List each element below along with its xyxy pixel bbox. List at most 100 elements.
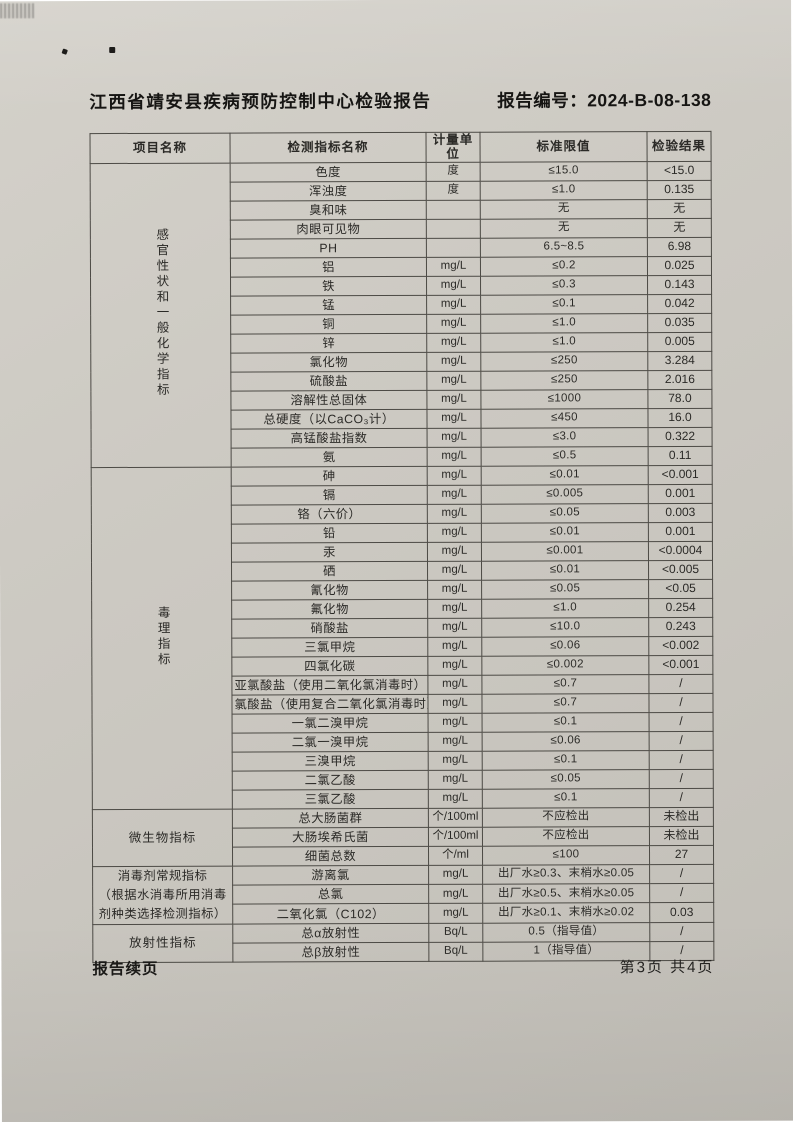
- result-cell: 未检出: [649, 807, 714, 827]
- table-row: 微生物指标 总大肠菌群 个/100ml 不应检出 未检出: [92, 807, 714, 867]
- indicator-cell: 臭和味: [230, 200, 427, 220]
- footer-continuation-note: 报告续页: [92, 960, 159, 979]
- limit-cell: ≤0.002: [481, 655, 649, 675]
- indicator-cell: 高锰酸盐指数: [231, 428, 428, 448]
- indicator-cell: 总硬度（以CaCO₃计）: [230, 409, 428, 429]
- result-cell: <0.002: [648, 636, 713, 656]
- unit-cell: mg/L: [426, 370, 481, 391]
- indicator-cell: 氯酸盐（使用复合二氧化氯消毒时）: [231, 694, 429, 714]
- limit-cell: ≤0.2: [480, 256, 648, 276]
- result-cell: 0.001: [648, 522, 713, 542]
- indicator-cell: 色度: [230, 162, 427, 182]
- report-footer: 报告续页 第3页 共4页: [92, 955, 714, 979]
- unit-cell: mg/L: [428, 903, 483, 924]
- result-cell: /: [649, 788, 714, 808]
- indicator-cell: 汞: [231, 542, 428, 562]
- table-row: 消毒剂常规指标 （根据水消毒所用消毒 剂种类选择检测指标） 游离氯 mg/L 出厂水≥…: [92, 864, 714, 925]
- limit-cell: ≤1.0: [480, 180, 648, 200]
- limit-cell: ≤10.0: [481, 617, 649, 637]
- result-cell: 0.03: [649, 902, 714, 923]
- result-cell: <0.001: [648, 465, 713, 485]
- result-cell: /: [649, 731, 714, 751]
- unit-cell: mg/L: [428, 712, 483, 733]
- result-cell: 0.001: [648, 484, 713, 504]
- result-cell: <0.0004: [648, 541, 713, 561]
- section-label: 感官性状和一般化学指标: [90, 162, 232, 468]
- limit-cell: ≤1.0: [480, 313, 648, 333]
- limit-cell: ≤1.0: [480, 332, 648, 352]
- result-cell: 无: [647, 218, 712, 238]
- section-label: 消毒剂常规指标 （根据水消毒所用消毒 剂种类选择检测指标）: [92, 865, 233, 925]
- limit-cell: ≤0.005: [481, 484, 649, 504]
- result-cell: 无: [647, 199, 712, 219]
- unit-cell: mg/L: [427, 579, 482, 600]
- indicator-cell: 三溴甲烷: [232, 751, 429, 771]
- result-cell: /: [648, 693, 714, 713]
- indicator-cell: 氟化物: [231, 599, 428, 619]
- footer-page-number: 第3页 共4页: [619, 958, 715, 977]
- result-cell: 0.035: [647, 313, 712, 333]
- indicator-cell: 四氯化碳: [231, 656, 428, 676]
- unit-cell: mg/L: [426, 313, 481, 334]
- scan-smudge: [0, 3, 35, 19]
- result-cell: <0.001: [648, 655, 713, 675]
- limit-cell: ≤0.05: [481, 579, 649, 599]
- result-cell: 0.322: [648, 427, 713, 447]
- limit-cell: ≤0.01: [481, 560, 649, 580]
- unit-cell: mg/L: [428, 750, 483, 771]
- unit-cell: mg/L: [427, 465, 482, 486]
- result-cell: <15.0: [647, 161, 712, 181]
- limit-cell: 6.5~8.5: [480, 237, 648, 257]
- unit-cell: mg/L: [428, 731, 483, 752]
- indicator-cell: 铅: [231, 523, 428, 543]
- indicator-cell: 氰化物: [231, 580, 428, 600]
- limit-cell: 不应检出: [482, 807, 650, 827]
- unit-cell: mg/L: [427, 484, 482, 505]
- limit-cell: ≤0.1: [480, 294, 648, 314]
- indicator-cell: 大肠埃希氏菌: [232, 827, 429, 847]
- indicator-cell: 游离氯: [232, 865, 429, 886]
- indicator-cell: 二氯一溴甲烷: [232, 732, 429, 752]
- indicator-cell: 砷: [231, 466, 428, 486]
- indicator-cell: 镉: [231, 485, 428, 505]
- result-cell: 6.98: [647, 237, 712, 257]
- unit-cell: 度: [426, 161, 481, 182]
- limit-cell: 出厂水≥0.1、末梢水≥0.02: [482, 903, 650, 923]
- table-row: 毒理指标砷 mg/L ≤0.01 <0.001: [91, 465, 713, 810]
- result-cell: 0.135: [647, 180, 712, 200]
- result-cell: 0.243: [648, 617, 713, 637]
- indicator-cell: 亚氯酸盐（使用二氧化氯消毒时）: [231, 675, 428, 695]
- unit-cell: 个/ml: [428, 845, 483, 866]
- unit-cell: 个/100ml: [428, 826, 483, 847]
- indicator-cell: 氯化物: [230, 352, 427, 372]
- unit-cell: [426, 218, 481, 239]
- result-cell: /: [648, 674, 713, 694]
- result-cell: /: [649, 750, 714, 770]
- indicator-cell: 二氯乙酸: [232, 770, 429, 790]
- limit-cell: ≤450: [480, 408, 649, 428]
- unit-cell: mg/L: [427, 617, 482, 638]
- unit-cell: mg/L: [427, 427, 482, 448]
- section-label: 毒理指标: [91, 466, 233, 810]
- indicator-cell: 细菌总数: [232, 846, 429, 866]
- unit-cell: mg/L: [426, 351, 481, 372]
- result-cell: /: [649, 712, 714, 732]
- col-header-result: 检验结果: [647, 131, 712, 162]
- result-cell: 0.003: [648, 503, 713, 523]
- unit-cell: mg/L: [428, 864, 483, 885]
- section-label-text: 毒理指标: [155, 605, 170, 668]
- limit-cell: ≤0.05: [482, 769, 650, 789]
- limit-cell: 0.5（指导值）: [482, 922, 650, 942]
- indicator-cell: 硫酸盐: [230, 371, 427, 391]
- limit-cell: ≤0.06: [482, 731, 650, 751]
- unit-cell: mg/L: [427, 598, 482, 619]
- section-label-text: 微生物指标: [128, 830, 197, 845]
- indicator-cell: 硒: [231, 561, 428, 581]
- indicator-cell: 铁: [230, 276, 427, 296]
- result-cell: /: [649, 769, 714, 789]
- limit-cell: ≤0.1: [482, 712, 650, 732]
- indicator-cell: 总大肠菌群: [232, 808, 429, 828]
- section-label-text: 消毒剂常规指标 （根据水消毒所用消毒 剂种类选择检测指标）: [98, 868, 227, 921]
- indicator-cell: 铝: [230, 257, 427, 277]
